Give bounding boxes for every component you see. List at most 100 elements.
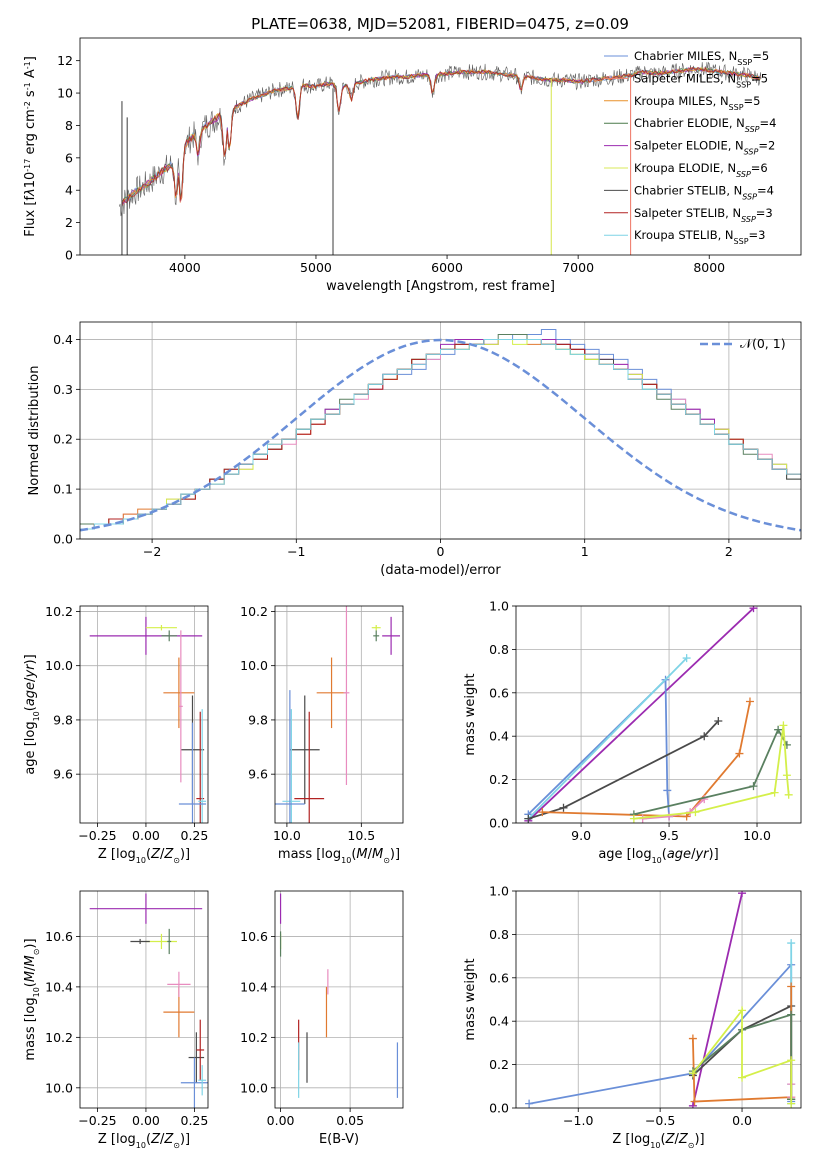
y-tick-label: 10.2	[240, 1030, 268, 1045]
axes: 0.00 0.05 10.0 10.2 10.4 10.6 E(B-V)	[240, 890, 404, 1147]
data-point	[316, 657, 347, 729]
x-tick-label: 4000	[169, 260, 201, 275]
x-tick-label: 0.05	[336, 1113, 364, 1128]
weight-line	[633, 727, 788, 816]
y-tick-label: 0.2	[489, 772, 509, 787]
x-tick-label: 10.0	[273, 828, 301, 843]
weight-line	[527, 657, 688, 820]
legend-label: 𝒩(0, 1)	[740, 336, 786, 351]
weight-marker	[782, 771, 791, 780]
weight-marker	[688, 1101, 697, 1108]
data-point	[382, 616, 401, 655]
axes: −0.25 0.00 0.25 10.0 10.2 10.4 10.6 Z [log10(Z/…	[23, 890, 209, 1150]
weight-marker	[688, 1069, 697, 1078]
data-point	[196, 1019, 205, 1081]
y-tick-label: 0.4	[489, 729, 509, 744]
weight-marker	[735, 749, 744, 758]
data-point	[167, 971, 191, 997]
plot-area	[275, 606, 401, 823]
data-point	[294, 711, 325, 823]
massweight-vs-age-panel: 9.0 9.5 10.0 0.0 0.2 0.4 0.6 0.8 1.0 age [log10(a…	[463, 599, 802, 865]
data-point	[282, 709, 301, 823]
weight-marker	[688, 1034, 697, 1043]
data-point	[289, 695, 320, 805]
data-point	[180, 1057, 208, 1108]
x-tick-label: 6000	[431, 260, 463, 275]
data-point	[198, 709, 207, 823]
x-tick-label: −0.25	[78, 1113, 116, 1128]
y-tick-label: 0.0	[53, 532, 73, 547]
y-tick-label: 0.4	[489, 1014, 509, 1029]
y-tick-label: 10.4	[240, 979, 268, 994]
weight-marker	[738, 891, 747, 898]
x-axis-label: age [log10(age/yr)]	[598, 847, 718, 865]
weight-marker	[787, 982, 796, 991]
x-tick-label: 10.5	[347, 828, 375, 843]
weight-marker	[738, 1073, 747, 1082]
axes: 9.0 9.5 10.0 0.0 0.2 0.4 0.6 0.8 1.0 age [log10(a…	[463, 599, 802, 865]
weight-marker	[774, 725, 783, 734]
massweight-vs-metallicity-panel: −1.0 −0.5 0.0 0.0 0.2 0.4 0.6 0.8 1.0 Z [log10(Z/…	[463, 884, 802, 1150]
weight-line	[527, 677, 670, 817]
histogram-series	[80, 339, 801, 530]
age-vs-metallicity-panel: −0.25 0.00 0.25 9.6 9.8 10.0 10.2 Z [log10(Z/Z⊙…	[23, 604, 209, 865]
weight-marker	[525, 1099, 534, 1108]
legend-label: Salpeter ELODIE, NSSP=2	[634, 139, 775, 157]
grid-lines	[516, 605, 801, 824]
x-tick-label: 1	[581, 544, 589, 559]
weight-marker	[745, 697, 754, 706]
axes-frame	[515, 890, 802, 1109]
data-point	[89, 616, 203, 655]
grid-lines	[80, 606, 208, 823]
y-axis-label: Flux [fλ10-17 erg cm-2 s-1 A-1]	[23, 56, 39, 237]
y-tick-label: 6	[65, 150, 73, 165]
data-point	[130, 938, 150, 944]
y-tick-label: 0.2	[489, 1057, 509, 1072]
axes-frame	[274, 890, 404, 1109]
axes: −2 −1 0 1 2 0.0 0.1 0.2 0.3 0.4 (data-model)/error…	[27, 321, 802, 578]
y-tick-label: 0.6	[489, 970, 509, 985]
data-point	[188, 1032, 205, 1083]
plot-area	[525, 891, 796, 1108]
x-tick-label: 0.00	[267, 1113, 295, 1128]
data-point	[89, 893, 203, 924]
plot-area	[524, 606, 793, 823]
weight-marker	[691, 808, 700, 817]
weight-marker	[779, 721, 788, 730]
y-tick-label: 1.0	[489, 884, 509, 899]
y-tick-label: 10.6	[45, 929, 73, 944]
weight-line	[633, 725, 790, 820]
grid-lines	[275, 606, 403, 823]
plot-area	[279, 893, 399, 1098]
x-tick-label: 0.00	[132, 1113, 160, 1128]
data-point	[196, 711, 205, 823]
x-tick-label: 0.0	[732, 1113, 752, 1128]
axes-frame	[79, 605, 209, 824]
spectrum-legend: Chabrier MILES, NSSP=5 Salpeter MILES, NS…	[604, 49, 776, 246]
legend-label: Chabrier MILES, NSSP=5	[634, 49, 769, 67]
x-axis-label: wavelength [Angstrom, rest frame]	[326, 279, 555, 294]
y-tick-label: 1.0	[489, 599, 509, 614]
y-tick-label: 0.6	[489, 685, 509, 700]
axes-frame	[79, 890, 209, 1109]
weight-marker	[690, 1097, 699, 1106]
weight-marker	[559, 803, 568, 812]
x-tick-label: −2	[143, 544, 161, 559]
y-tick-label: 0.0	[489, 816, 509, 831]
y-tick-label: 4	[65, 183, 73, 198]
age-vs-mass-panel: 10.0 10.5 9.6 9.8 10.0 10.2 mass [log10(M/M⊙)]	[240, 604, 404, 865]
y-tick-label: 0.3	[53, 382, 73, 397]
weight-marker	[784, 790, 793, 799]
x-axis-label: E(B-V)	[319, 1132, 359, 1147]
y-tick-label: 10.0	[45, 658, 73, 673]
x-tick-label: −1.0	[563, 1113, 593, 1128]
legend-label: Chabrier STELIB, NSSP=4	[634, 183, 774, 201]
plot-area	[89, 616, 207, 823]
y-tick-label: 9.6	[53, 767, 73, 782]
spectrum-line	[121, 67, 761, 203]
weight-marker	[700, 732, 709, 741]
y-tick-label: 0.0	[489, 1101, 509, 1116]
legend-label: Kroupa ELODIE, NSSP=6	[634, 161, 768, 179]
legend-label: Kroupa STELIB, NSSP=3	[634, 228, 765, 246]
